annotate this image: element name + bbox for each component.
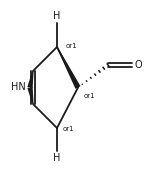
Polygon shape xyxy=(56,47,81,89)
Text: HN: HN xyxy=(11,82,26,93)
Polygon shape xyxy=(27,71,34,88)
Text: or1: or1 xyxy=(65,43,77,49)
Text: or1: or1 xyxy=(63,126,75,132)
Text: H: H xyxy=(53,11,61,21)
Text: H: H xyxy=(53,153,61,163)
Text: O: O xyxy=(134,60,142,70)
Polygon shape xyxy=(27,87,34,104)
Text: or1: or1 xyxy=(84,93,96,99)
